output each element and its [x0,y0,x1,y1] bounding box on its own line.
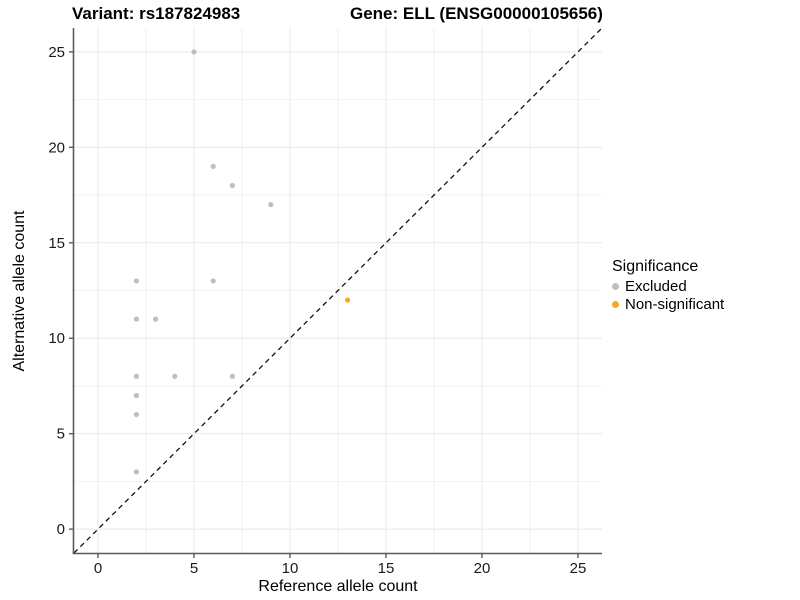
x-tick-label: 25 [570,560,587,577]
gridlines-minor [74,28,602,553]
x-tick-label: 15 [378,560,395,577]
y-tick-label: 15 [48,235,65,252]
data-point [210,163,216,170]
legend-item-excluded: Excluded [612,277,724,295]
data-point [133,316,139,322]
data-point [133,392,139,399]
tick-marks-group [69,51,579,558]
excluded-dot-icon [612,282,619,290]
legend-item-non-significant: Non-significant [612,295,724,313]
plot-title-variant: Variant: rs187824983 [72,4,241,23]
y-tick-label: 25 [48,44,65,61]
data-point [210,278,216,284]
data-point [191,49,197,55]
data-point [133,411,139,418]
legend-title: Significance [612,258,699,275]
data-point [133,469,139,475]
legend-item-label: Non-significant [625,295,725,313]
x-tick-label: 10 [282,560,299,577]
identity-line-group [73,27,603,554]
y-tick-label: 10 [48,330,65,347]
gridlines-major [74,28,602,553]
x-tick-label: 5 [190,560,198,577]
identity-line [73,27,603,554]
y-tick-label: 0 [57,521,65,538]
plot-title-gene: Gene: ELL (ENSG00000105656) [350,4,603,23]
legend: Significance Excluded Non-significant [612,258,724,313]
tick-labels-group: 0 5 10 15 20 25 0 5 10 15 20 25 [48,44,586,577]
data-point [229,373,235,380]
data-point [229,182,235,189]
x-axis-title: Reference allele count [258,578,418,595]
data-point [153,316,159,322]
y-tick-label: 20 [48,139,65,156]
legend-item-label: Excluded [625,277,687,295]
data-points-group [133,49,351,475]
non-significant-dot-icon [612,300,619,308]
x-tick-label: 20 [474,560,491,577]
data-point [133,373,139,380]
y-axis-title: Alternative allele count [11,210,28,372]
x-tick-label: 0 [94,560,102,577]
y-tick-label: 5 [57,426,65,443]
data-point [268,201,274,208]
axis-lines-group [72,28,602,555]
data-point [133,278,139,284]
data-point [172,373,178,380]
data-point [345,297,351,303]
